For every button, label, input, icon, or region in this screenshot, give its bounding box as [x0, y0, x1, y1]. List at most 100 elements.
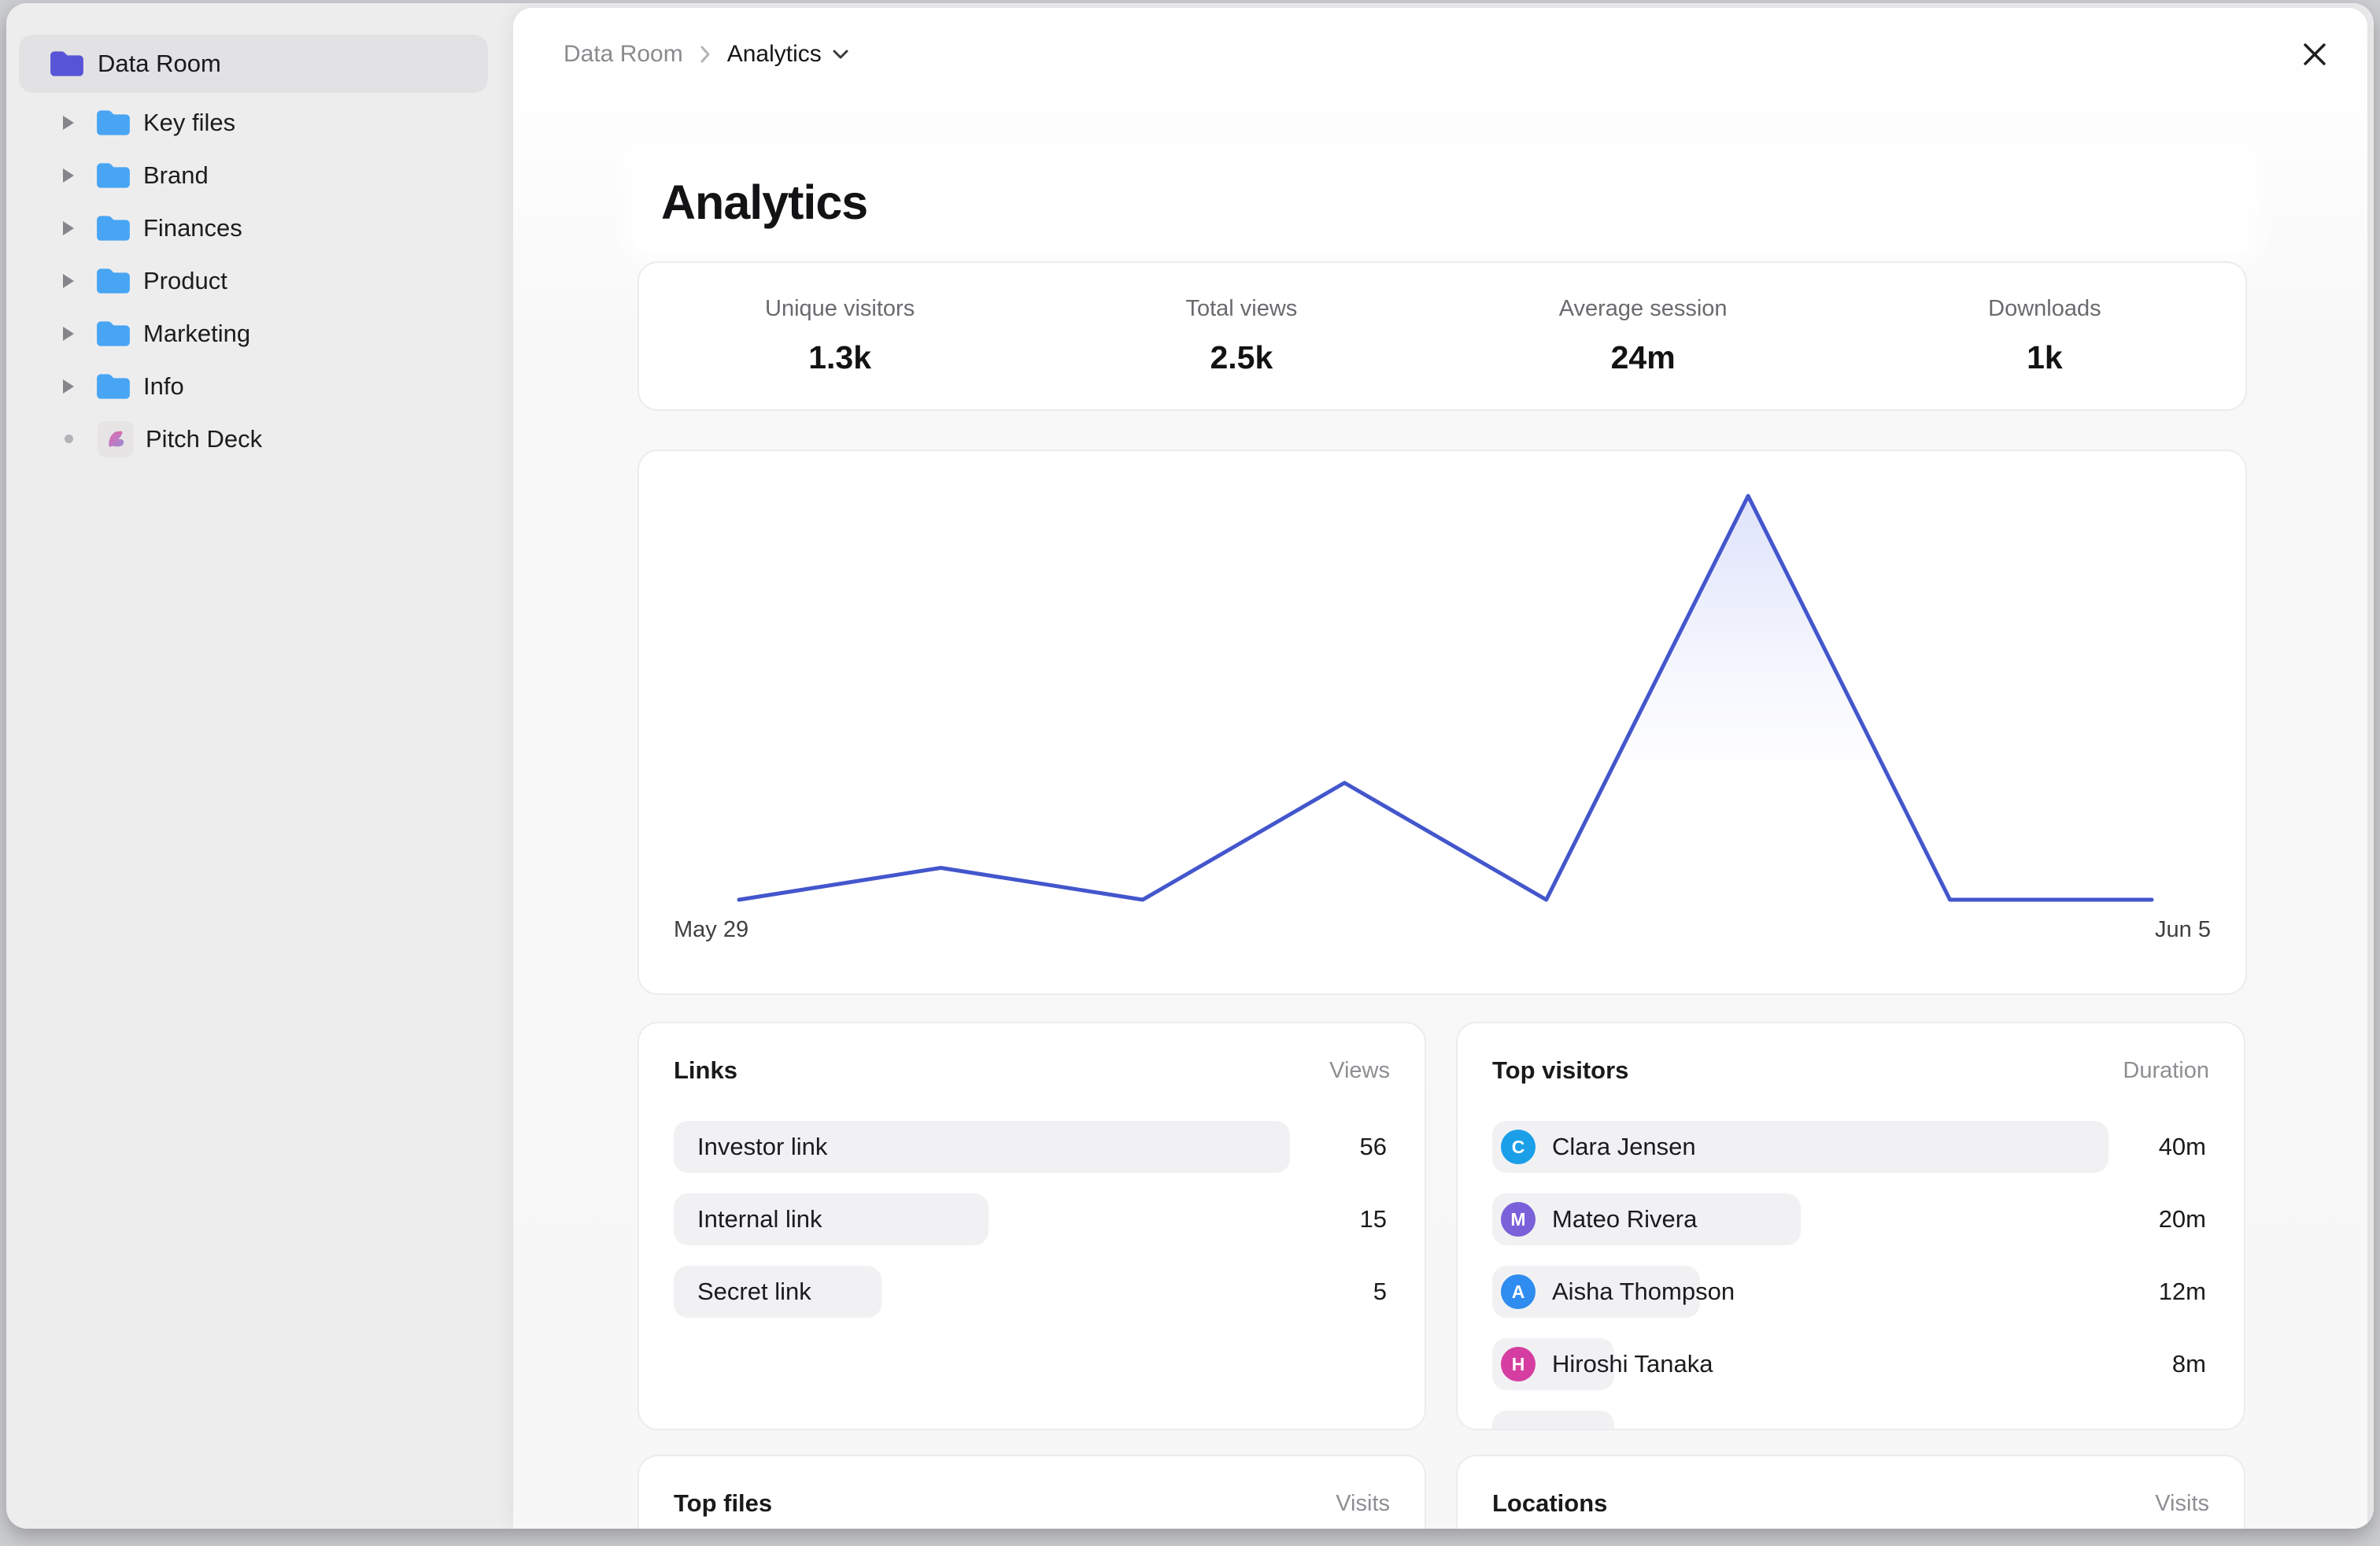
top-files-card: Top files Visits — [638, 1455, 1426, 1529]
visits-chart-card: May 29 Jun 5 — [638, 449, 2247, 995]
visits-line-chart — [737, 494, 2154, 921]
visitors-card-header: Top visitors Duration — [1492, 1056, 2209, 1085]
folder-icon-blue — [97, 373, 130, 399]
sidebar-item-label: Product — [143, 266, 227, 294]
breadcrumb-current: Analytics — [726, 41, 822, 67]
disclosure-triangle-icon[interactable] — [63, 168, 74, 183]
close-icon — [2304, 43, 2326, 65]
files-card-header: Top files Visits — [674, 1489, 1390, 1518]
disclosure-triangle-icon[interactable] — [63, 220, 74, 235]
locations-card-header: Locations Visits — [1492, 1489, 2209, 1518]
sidebar: Data Room Key files Brand Finances Product M… — [6, 3, 513, 1529]
close-button[interactable] — [2295, 35, 2334, 74]
stat-unique-visitors: Unique visitors 1.3k — [639, 296, 1040, 376]
sidebar-item-marketing[interactable]: Marketing — [6, 307, 513, 360]
links-rows: Investor link 56 Internal link 15 Secret lin… — [674, 1121, 1390, 1338]
stat-label: Total views — [1185, 296, 1298, 321]
chart-x-label-end: Jun 5 — [2155, 917, 2211, 942]
link-row[interactable]: Secret link 5 — [674, 1266, 1390, 1318]
files-title: Top files — [674, 1489, 773, 1517]
link-name: Internal link — [697, 1205, 822, 1233]
links-views-header: Views — [1329, 1057, 1390, 1083]
visitors-duration-header: Duration — [2123, 1057, 2209, 1083]
stat-value: 1k — [2027, 339, 2063, 375]
links-card: Links Views Investor link 56 Internal link… — [638, 1022, 1426, 1430]
stat-downloads: Downloads 1k — [1844, 296, 2245, 376]
page-title: Analytics — [661, 176, 868, 229]
disclosure-triangle-icon[interactable] — [63, 273, 74, 288]
stat-average-session: Average session 24m — [1443, 296, 1844, 376]
stat-value: 1.3k — [808, 339, 872, 375]
disclosure-triangle-icon[interactable] — [63, 379, 74, 394]
analytics-panel: Data Room Analytics Analytics Unique vis… — [513, 8, 2367, 1529]
folder-icon-blue — [97, 268, 130, 294]
stat-total-views: Total views 2.5k — [1040, 296, 1442, 376]
link-row[interactable]: Internal link 15 — [674, 1193, 1390, 1245]
link-name: Secret link — [697, 1278, 811, 1305]
breadcrumb-parent[interactable]: Data Room — [564, 41, 683, 67]
visitor-duration-value: 8m — [2171, 1350, 2206, 1378]
visitor-duration-value: 20m — [2158, 1205, 2206, 1233]
chevron-right-icon — [700, 46, 710, 63]
visitor-name: Mateo Rivera — [1552, 1205, 1698, 1233]
breadcrumb-current-dropdown[interactable]: Analytics — [727, 41, 850, 68]
folder-icon-blue — [97, 162, 130, 188]
folder-icon-blue — [97, 109, 130, 135]
sidebar-item-key-files[interactable]: Key files — [6, 96, 513, 149]
visitor-row-bar — [1492, 1411, 1614, 1429]
sidebar-item-product[interactable]: Product — [6, 254, 513, 307]
link-row[interactable]: Investor link 56 — [674, 1121, 1390, 1173]
visitor-row[interactable]: M Mateo Rivera 20m — [1492, 1193, 2209, 1245]
visitor-row[interactable]: C Clara Jensen 40m — [1492, 1121, 2209, 1173]
sidebar-item-label: Pitch Deck — [146, 424, 263, 453]
folder-icon-blue — [97, 215, 130, 241]
link-row-bar — [674, 1193, 989, 1245]
file-bullet-icon — [65, 435, 73, 443]
visitor-name: Hiroshi Tanaka — [1552, 1350, 1713, 1378]
links-card-header: Links Views — [674, 1056, 1390, 1085]
files-visits-header: Visits — [1336, 1490, 1390, 1516]
links-title: Links — [674, 1056, 737, 1084]
avatar: A — [1501, 1274, 1536, 1309]
disclosure-triangle-icon[interactable] — [63, 326, 74, 341]
visitor-duration-value: 12m — [2158, 1278, 2206, 1305]
sidebar-tree: Key files Brand Finances Product Marketing In… — [6, 96, 513, 465]
sidebar-item-label: Finances — [143, 213, 242, 242]
sidebar-item-pitch-deck[interactable]: Pitch Deck — [6, 412, 513, 465]
visitor-row[interactable]: A Aisha Thompson 12m — [1492, 1266, 2209, 1318]
link-views-value: 15 — [1359, 1205, 1387, 1233]
sidebar-item-data-room[interactable]: Data Room — [19, 35, 488, 93]
sidebar-item-finances[interactable]: Finances — [6, 202, 513, 254]
link-row-bar — [674, 1266, 881, 1318]
stat-value: 24m — [1610, 339, 1676, 375]
sidebar-item-label: Brand — [143, 161, 209, 189]
locations-card: Locations Visits — [1456, 1455, 2245, 1529]
stat-label: Downloads — [1988, 296, 2101, 321]
sidebar-item-brand[interactable]: Brand — [6, 149, 513, 202]
visitors-rows: C Clara Jensen 40m M Mateo Rivera 20m A Aisha T… — [1492, 1121, 2209, 1429]
link-views-value: 56 — [1359, 1133, 1387, 1160]
visitor-name: Aisha Thompson — [1552, 1278, 1735, 1305]
stats-card: Unique visitors 1.3k Total views 2.5k Averag… — [638, 261, 2247, 411]
link-row-bar — [674, 1121, 1290, 1173]
sidebar-item-info[interactable]: Info — [6, 360, 513, 412]
visitor-row[interactable]: H Hiroshi Tanaka 8m — [1492, 1338, 2209, 1390]
avatar: C — [1501, 1130, 1536, 1164]
sidebar-item-label: Data Room — [98, 50, 221, 77]
breadcrumb: Data Room Analytics — [564, 36, 850, 72]
locations-title: Locations — [1492, 1489, 1608, 1517]
locations-visits-header: Visits — [2155, 1490, 2209, 1516]
top-visitors-card: Top visitors Duration C Clara Jensen 40m M M… — [1456, 1022, 2245, 1430]
disclosure-triangle-icon[interactable] — [63, 115, 74, 130]
sidebar-item-label: Info — [143, 372, 184, 400]
folder-icon-blue — [97, 320, 130, 346]
avatar: M — [1501, 1202, 1536, 1237]
stat-label: Unique visitors — [765, 296, 915, 321]
visitor-row-partial[interactable] — [1492, 1411, 2209, 1429]
chevron-down-icon — [833, 50, 848, 59]
app-window: Data Room Key files Brand Finances Product M… — [6, 3, 2374, 1529]
link-views-value: 5 — [1373, 1278, 1387, 1305]
visitor-name: Clara Jensen — [1552, 1133, 1696, 1160]
visitors-title: Top visitors — [1492, 1056, 1629, 1084]
visitor-row-bar — [1492, 1193, 1801, 1245]
